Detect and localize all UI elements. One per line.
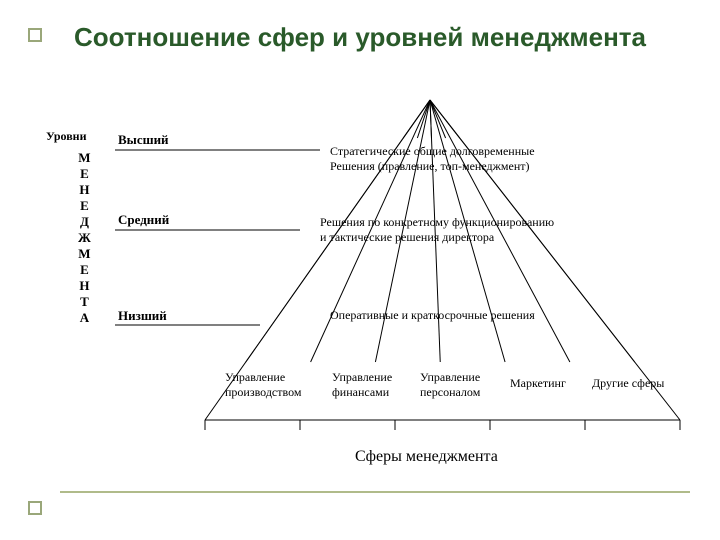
diagram-lines (0, 0, 720, 540)
